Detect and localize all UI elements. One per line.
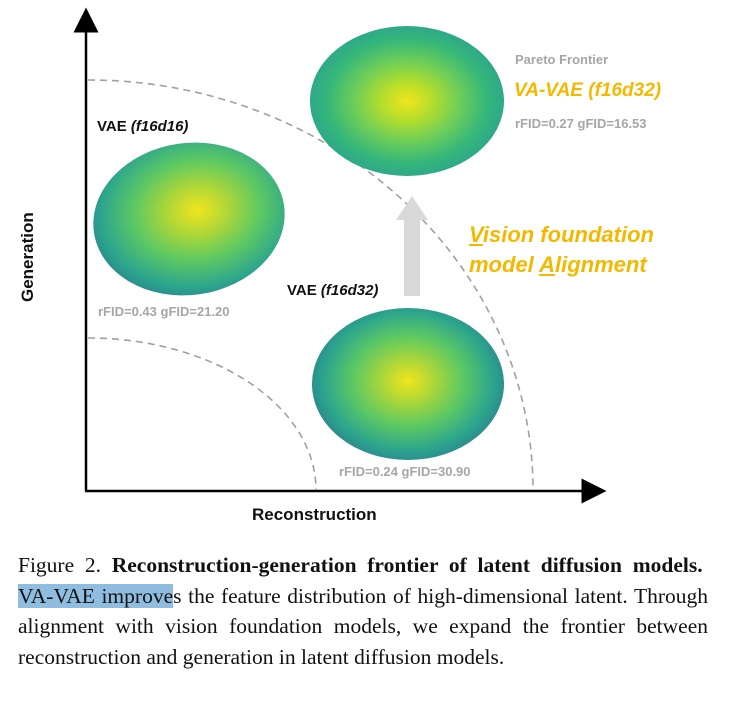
improvement-arrow-head — [396, 196, 428, 220]
vae-f16d16-metric: rFID=0.43 gFID=21.20 — [98, 304, 230, 319]
va-vae-title: VA-VAE (f16d32) — [514, 80, 662, 101]
y-axis-label: Generation — [18, 212, 37, 302]
vision-foundation-alignment-label: Vision foundation model Alignment — [469, 222, 654, 277]
vae-f16d32-title: VAE (f16d32) — [287, 282, 379, 299]
x-axis-label: Reconstruction — [252, 505, 377, 524]
frontier-plot — [73, 7, 607, 504]
caption-prefix: Figure 2. — [18, 553, 112, 577]
pareto-frontier-label: Pareto Frontier — [515, 52, 609, 67]
cluster-vae-f16d32 — [312, 308, 504, 460]
vae-f16d16-title: VAE (f16d16) — [97, 118, 189, 135]
figure-caption: Figure 2. Reconstruction-generation fron… — [18, 550, 708, 672]
caption-highlight[interactable]: VA-VAE improve — [18, 583, 174, 608]
va-vae-metric: rFID=0.27 gFID=16.53 — [515, 116, 647, 131]
figure-2: VAE (f16d16) rFID=0.43 gFID=21.20 VAE (f… — [18, 7, 662, 524]
improvement-arrow-shaft — [404, 220, 420, 296]
inner-frontier-arc — [87, 337, 317, 491]
caption-rest: s the feature distribution of high-dimen… — [18, 583, 708, 669]
cluster-va-vae-f16d32 — [310, 26, 504, 176]
caption-bold: Reconstruction-generation frontier of la… — [111, 553, 703, 577]
vae-f16d32-metric: rFID=0.24 gFID=30.90 — [339, 464, 471, 479]
